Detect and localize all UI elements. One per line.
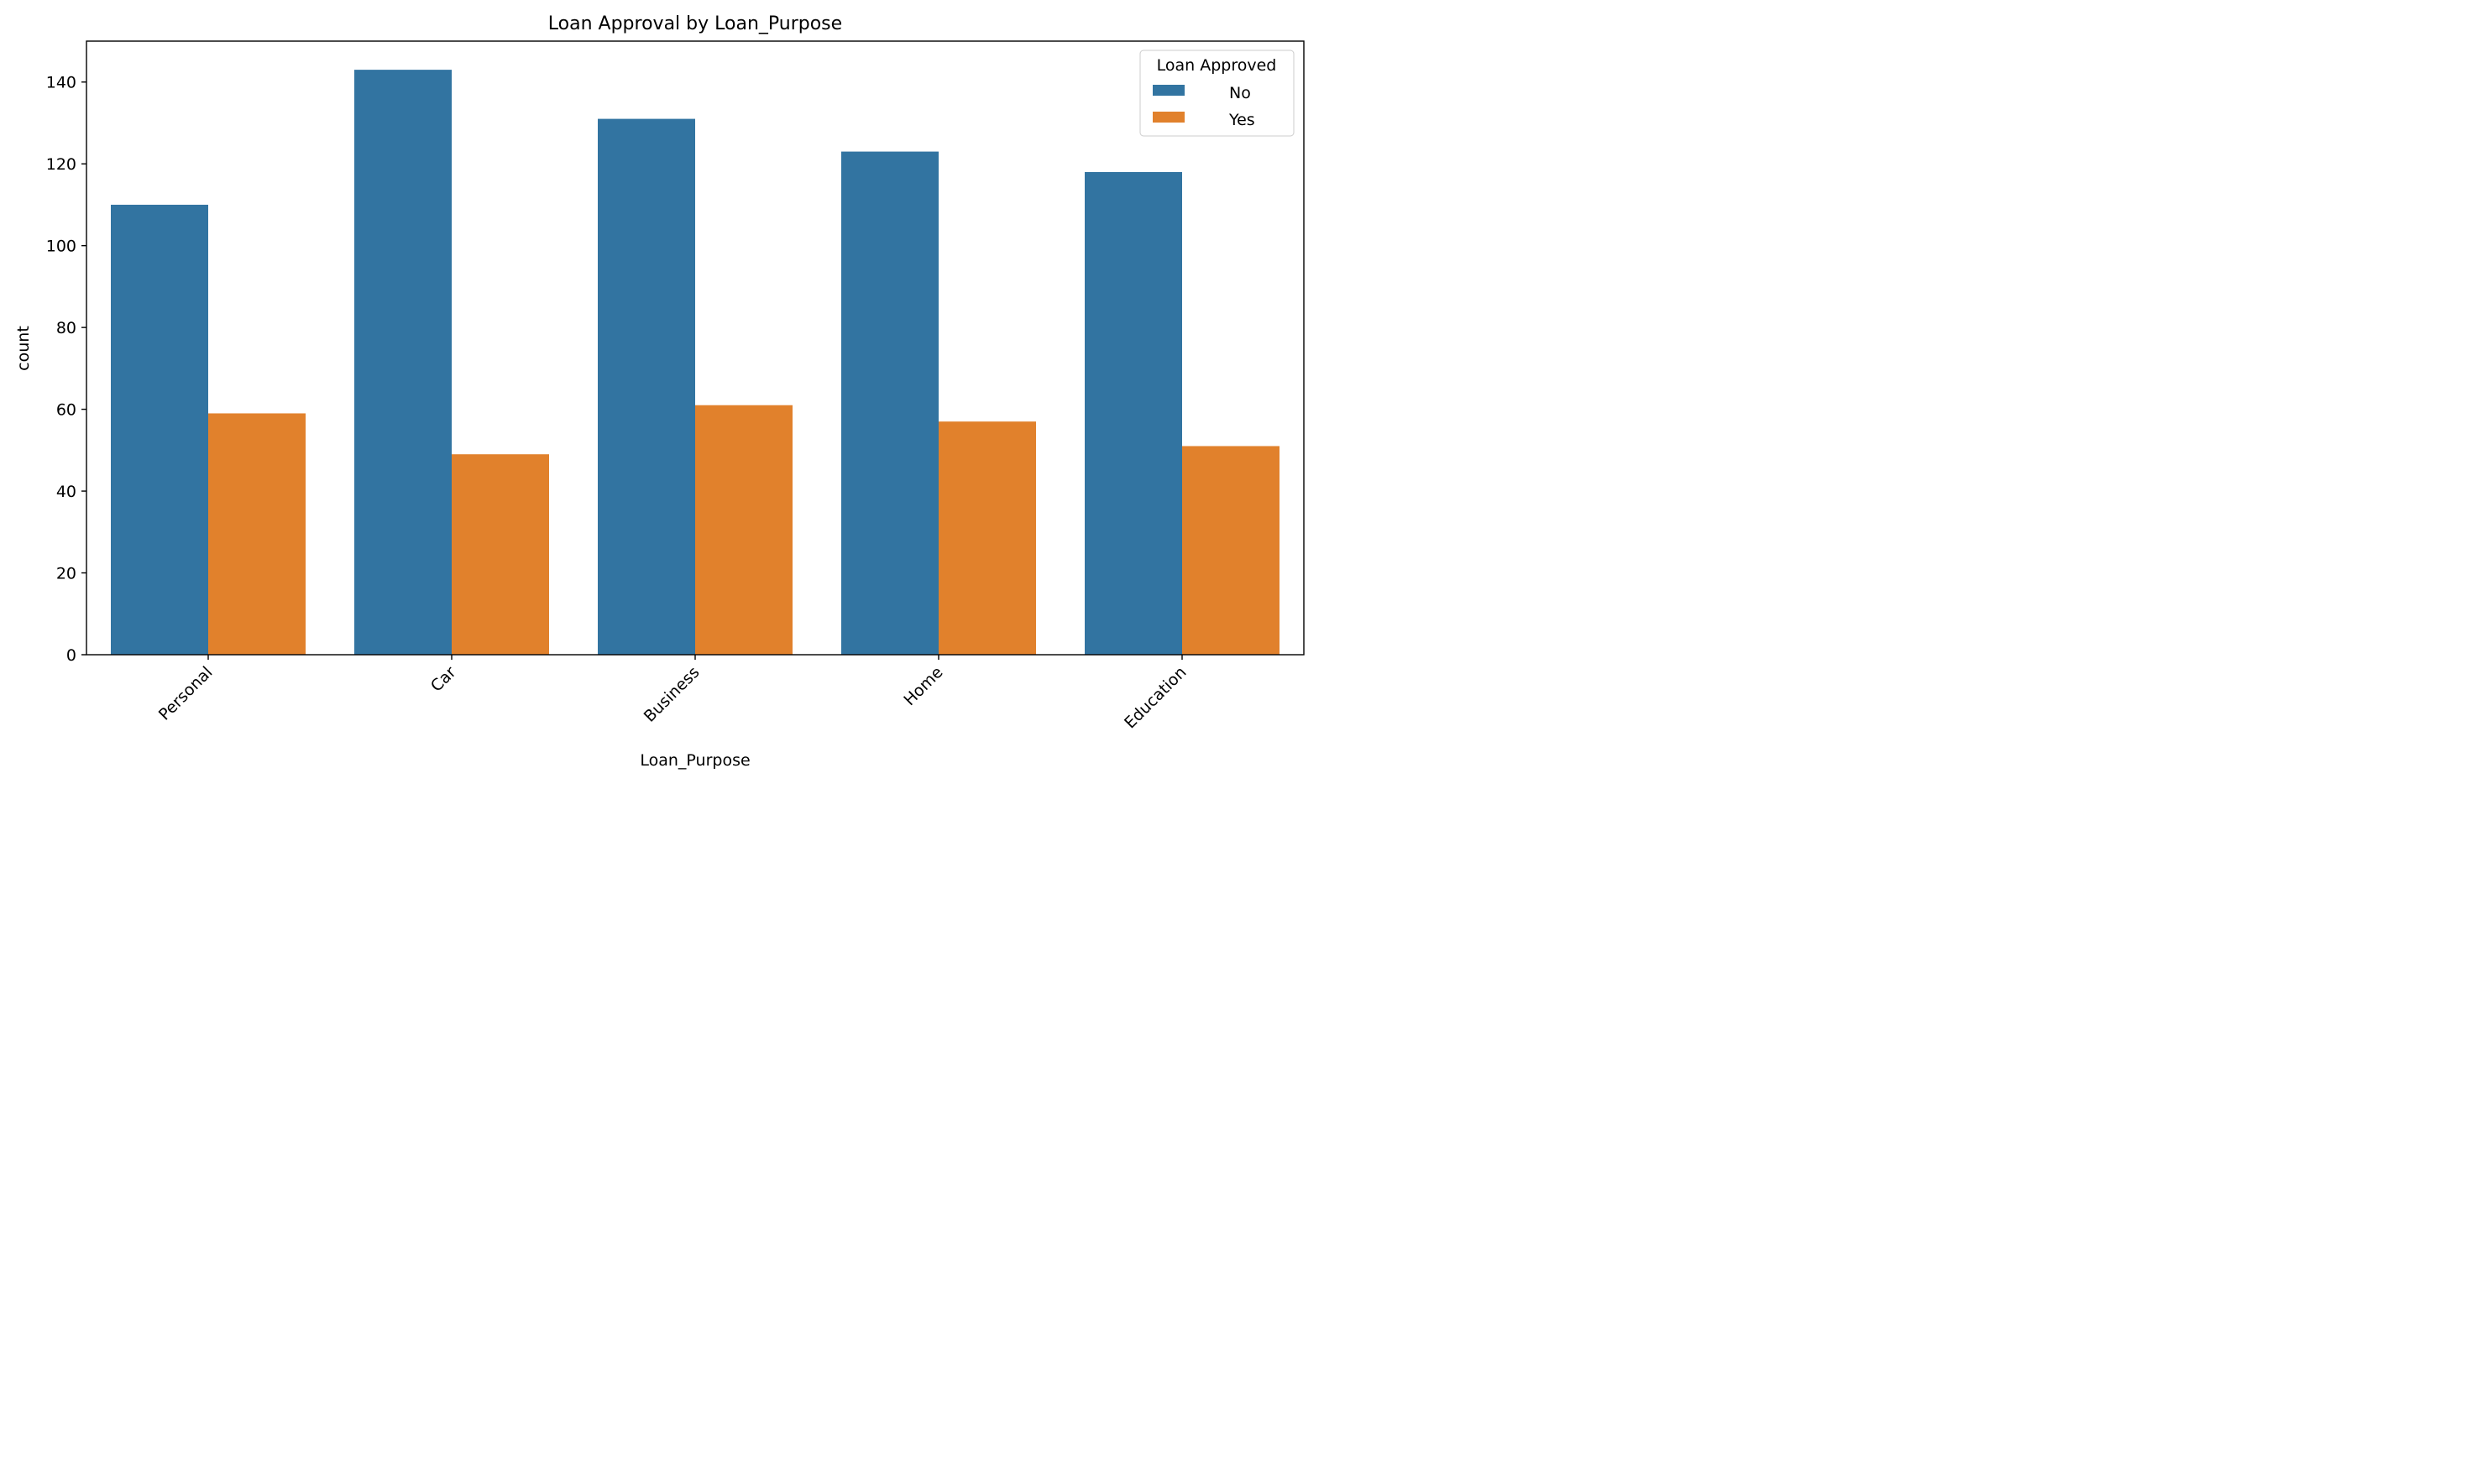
bar-education-yes [1182,446,1280,655]
x-tick-label-personal: Personal [155,663,217,724]
bar-car-no [354,70,452,656]
x-axis: Personal Car Business Home Education [155,655,1191,732]
bar-home-no [841,151,939,655]
x-axis-label: Loan_Purpose [640,751,750,770]
loan-approval-chart: Loan Approval by Loan_Purpose 0 20 40 60 80 1… [14,13,1305,770]
bar-business-yes [695,405,793,655]
legend-label-no: No [1229,84,1251,102]
y-tick-label: 0 [66,646,76,665]
plot-area [86,40,1305,656]
y-tick-label: 80 [56,319,76,337]
x-tick-label-home: Home [900,663,946,709]
bar-home-yes [939,421,1036,655]
x-tick-label-education: Education [1121,663,1190,732]
y-tick-label: 60 [56,401,76,420]
bar-car-yes [452,454,549,655]
x-tick-label-business: Business [641,663,704,726]
chart-title: Loan Approval by Loan_Purpose [548,13,842,34]
legend: Loan Approved No Yes [1139,50,1295,137]
bar-education-no [1085,171,1182,655]
bar-personal-yes [208,413,306,655]
x-tick-label-car: Car [427,663,460,696]
y-tick-label: 140 [46,74,76,92]
bars-layer [111,70,1280,656]
legend-label-yes: Yes [1228,111,1255,129]
y-tick-label: 120 [46,155,76,174]
legend-swatch-yes [1153,112,1185,123]
legend-title: Loan Approved [1157,56,1277,75]
legend-swatch-no [1153,85,1185,96]
y-tick-label: 40 [56,483,76,501]
bar-business-no [598,118,695,656]
y-axis: 0 20 40 60 80 100 120 140 [46,74,86,665]
y-tick-label: 20 [56,565,76,583]
bar-personal-no [111,204,208,655]
y-axis-label: count [14,326,33,371]
y-tick-label: 100 [46,238,76,256]
